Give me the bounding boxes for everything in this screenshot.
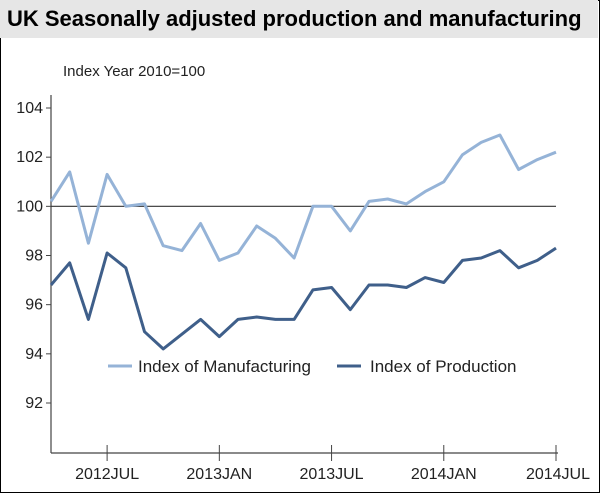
x-tick-label: 2014JUL: [526, 466, 590, 483]
legend: Index of Manufacturing Index of Productio…: [108, 357, 516, 376]
y-tick-label: 94: [25, 346, 43, 363]
legend-label: Index of Manufacturing: [138, 357, 311, 376]
series-line-production: [49, 246, 557, 351]
x-tick-label: 2013JUL: [300, 466, 364, 483]
title-bar: [0, 0, 598, 38]
y-tick-label: 102: [16, 149, 43, 166]
y-tick-label: 92: [25, 395, 43, 412]
y-tick-label: 96: [25, 297, 43, 314]
y-axis-unit-label: Index Year 2010=100: [63, 63, 206, 80]
series-line-manufacturing: [49, 133, 557, 262]
legend-label: Index of Production: [370, 357, 516, 376]
x-tick-label: 2014JAN: [411, 466, 477, 483]
x-tick-label: 2013JAN: [186, 466, 252, 483]
series-lines: [49, 133, 557, 351]
y-tick-label: 100: [16, 198, 43, 215]
x-tick-label: 2012JUL: [75, 466, 139, 483]
chart-title: UK Seasonally adjusted production and ma…: [7, 6, 582, 31]
y-tick-label: 98: [25, 248, 43, 265]
y-tick-label: 104: [16, 100, 43, 117]
axes: 92 94 96 98 100 102 104 2012JUL 2013JAN 2013JUL 20…: [16, 95, 590, 483]
